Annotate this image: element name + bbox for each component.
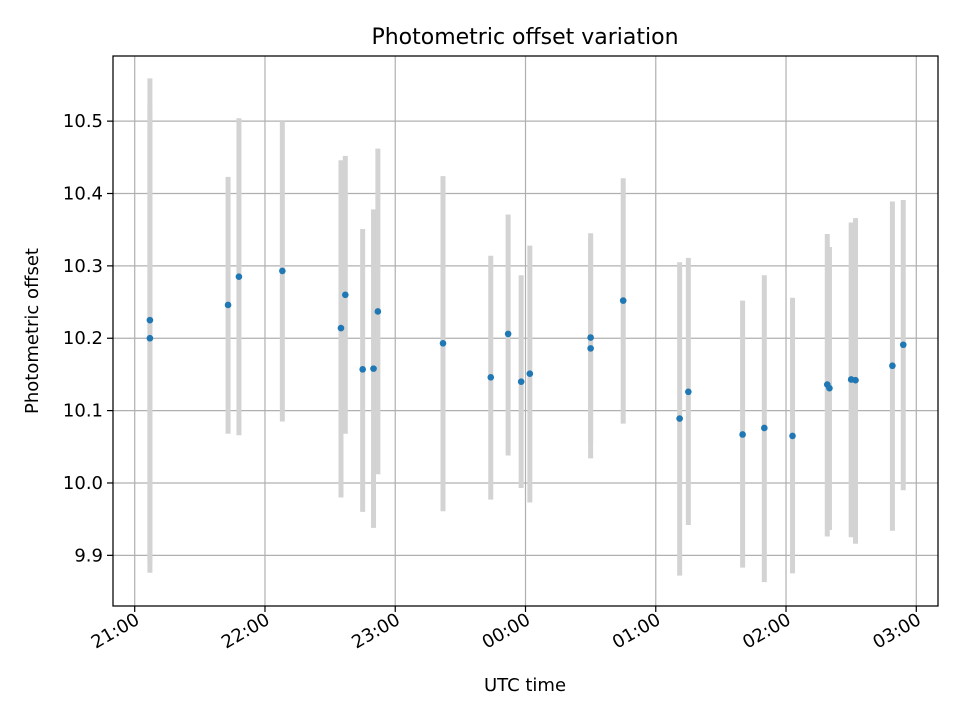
data-point <box>517 378 525 385</box>
data-point <box>224 301 232 309</box>
errorbars <box>147 78 906 583</box>
data-point <box>676 415 683 422</box>
data-point <box>279 267 286 275</box>
data-point <box>337 324 345 332</box>
data-point <box>439 340 447 347</box>
data-point <box>826 384 833 392</box>
y-tick-label: 10.1 <box>63 401 103 422</box>
data-point <box>504 330 512 338</box>
x-tick-label: 03:00 <box>869 609 924 653</box>
data-point <box>370 365 377 372</box>
x-axis-ticks: 21:00 22:00 23:00 00:00 01:00 02:00 03:00 <box>88 606 925 653</box>
data-point <box>342 291 349 299</box>
data-point <box>619 297 627 304</box>
y-axis-label: Photometric offset <box>22 248 43 414</box>
x-tick-label: 01:00 <box>609 609 664 653</box>
x-tick-label: 02:00 <box>739 609 794 653</box>
data-point <box>685 388 692 396</box>
data-point <box>374 308 382 315</box>
y-tick-label: 10.2 <box>63 328 103 349</box>
data-point <box>587 345 594 352</box>
y-tick-label: 10.4 <box>63 184 103 205</box>
x-axis-label: UTC time <box>484 675 566 696</box>
y-tick-label: 9.9 <box>74 545 103 566</box>
x-tick-label: 23:00 <box>348 609 403 653</box>
x-tick-label: 00:00 <box>479 609 534 653</box>
data-point <box>739 431 746 438</box>
grid <box>113 56 938 606</box>
data-point <box>146 316 154 324</box>
data-point <box>899 341 907 349</box>
data-point <box>487 374 495 381</box>
data-point <box>359 366 366 373</box>
data-point <box>789 432 796 440</box>
data-points <box>146 267 907 440</box>
chart-title: Photometric offset variation <box>371 25 678 50</box>
data-point <box>587 334 594 341</box>
y-tick-label: 10.5 <box>63 111 103 132</box>
data-point <box>852 376 859 384</box>
data-point <box>889 362 896 370</box>
x-tick-label: 22:00 <box>218 609 273 653</box>
data-point <box>146 334 154 342</box>
y-tick-label: 10.0 <box>63 473 103 494</box>
y-axis-ticks: 9.9 10.0 10.1 10.2 10.3 10.4 10.5 <box>63 111 113 566</box>
data-point <box>761 424 768 432</box>
data-point <box>526 370 534 377</box>
x-tick-label: 21:00 <box>88 609 143 653</box>
y-tick-label: 10.3 <box>63 256 103 277</box>
data-point <box>235 273 243 281</box>
